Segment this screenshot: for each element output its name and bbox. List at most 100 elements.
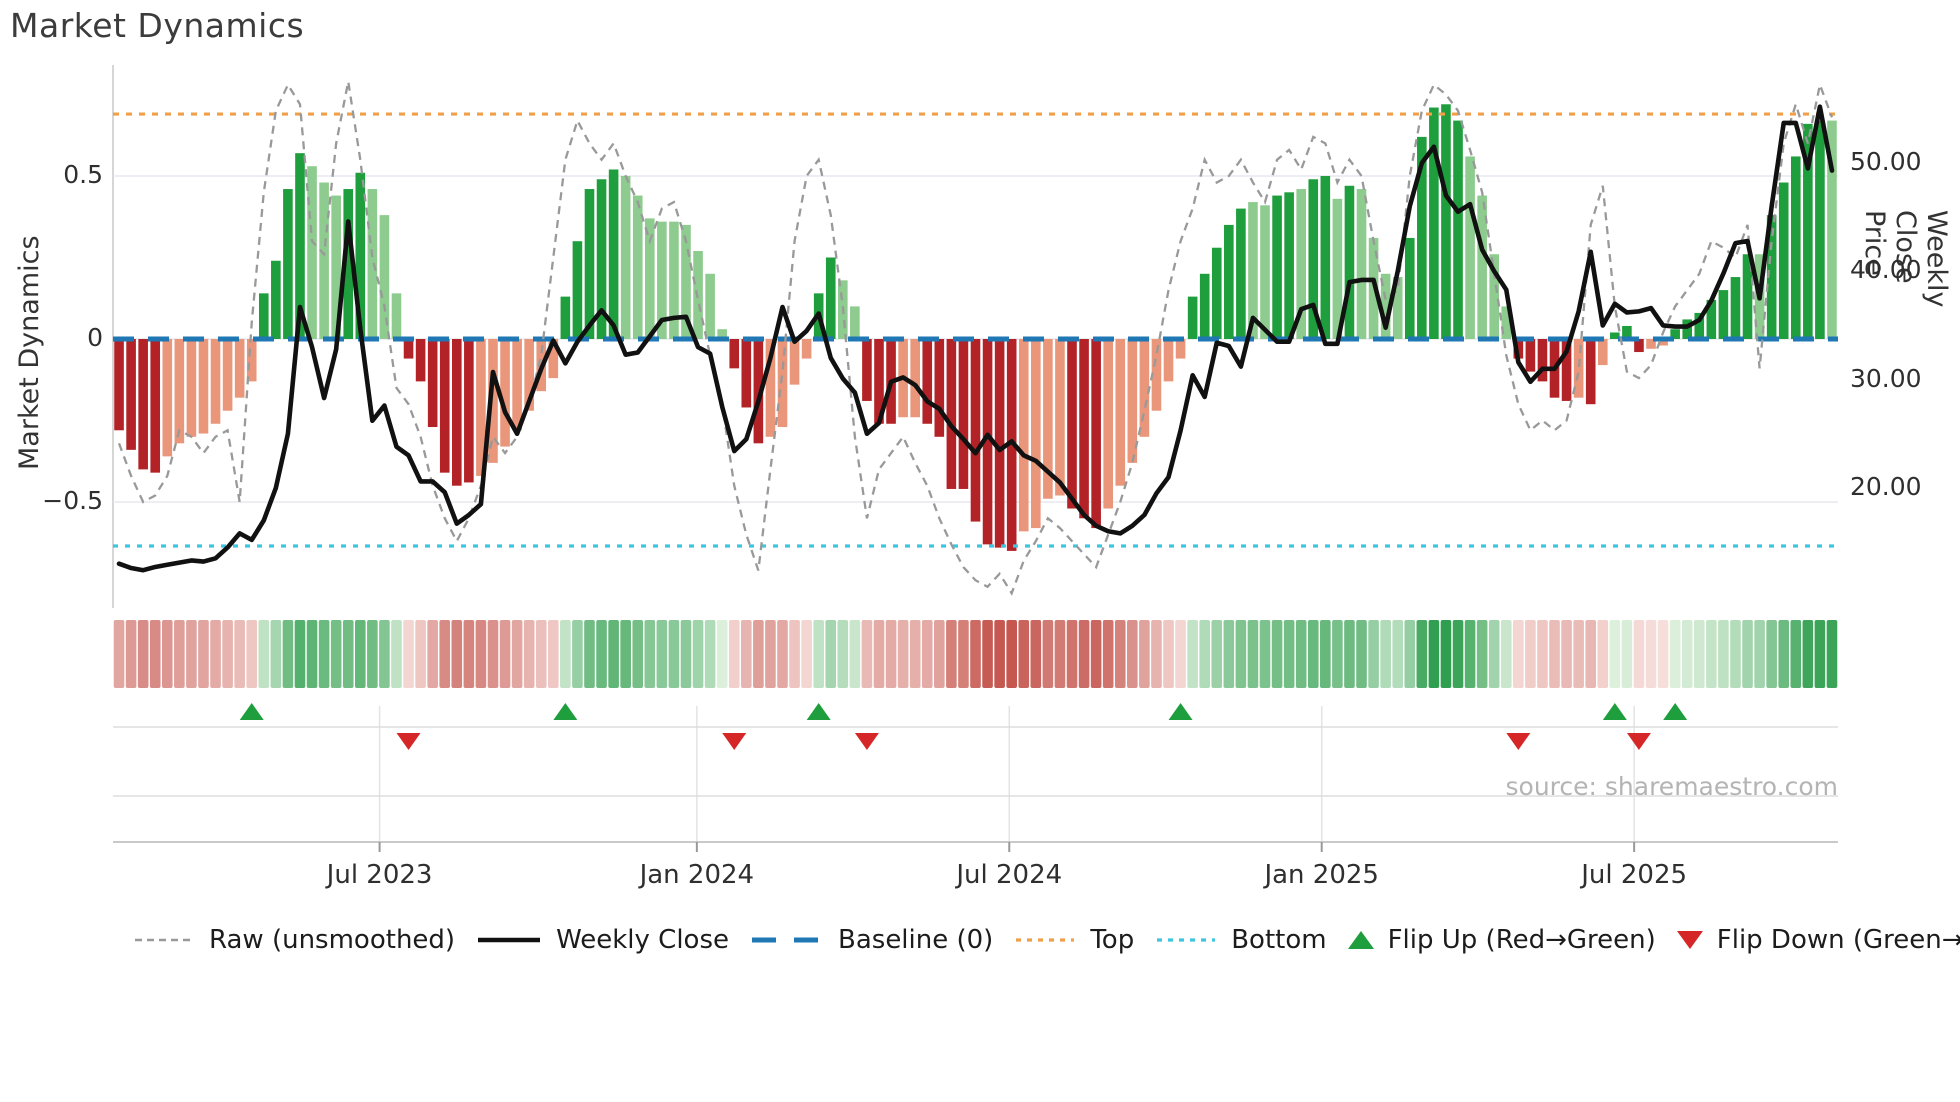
oscillator-bar [1151,339,1162,411]
heatmap-cell [475,620,487,688]
heatmap-cell [620,620,631,688]
flip-down-icon [1676,931,1703,949]
oscillator-bar [632,195,643,339]
oscillator-bar [1477,195,1487,339]
heatmap-cell [511,620,523,688]
heatmap-cell [463,620,475,688]
oscillator-bar [1501,306,1512,339]
oscillator-bar [1296,189,1306,339]
oscillator-bar [1790,156,1801,339]
heatmap-cell [1488,620,1500,688]
oscillator-bar [391,293,402,339]
heatmap-cell [113,620,125,688]
oscillator-bar [1392,277,1403,339]
heatmap-cell [270,620,282,688]
oscillator-bar [1730,277,1741,339]
oscillator-bar [319,182,329,339]
heatmap-cell [1573,620,1584,688]
x-axis-tick-label: Jul 2025 [1581,860,1688,890]
heatmap-cell [1537,620,1548,688]
oscillator-bar [1622,325,1632,339]
heatmap-cell [970,620,981,688]
oscillator-bar [1453,120,1463,339]
raw-line-icon [135,938,193,942]
oscillator-bar [343,189,354,339]
heatmap-cell [306,620,318,688]
heatmap-cell [1742,620,1753,688]
heatmap-cell [1332,620,1343,688]
heatmap-cell [125,620,137,688]
heatmap-cell [1307,620,1319,688]
oscillator-bar [729,339,740,369]
oscillator-bar [1224,224,1234,339]
oscillator-bar [1561,339,1572,401]
heatmap-cell [1344,620,1355,688]
oscillator-bar [1441,104,1451,339]
heatmap-cell [523,620,535,688]
oscillator-bar [1103,339,1113,509]
heatmap-cell [982,620,993,688]
oscillator-bar [1380,273,1391,339]
oscillator-bar [608,169,619,339]
heatmap-cell [318,620,330,688]
heatmap-cell [1102,620,1114,688]
oscillator-bar [1006,339,1017,551]
heatmap-cell [354,620,366,688]
oscillator-bar [1682,319,1693,339]
heatmap-cell [1404,620,1416,688]
oscillator-bar [717,329,727,339]
oscillator-bar [1248,202,1258,339]
heatmap-cell [897,620,909,688]
heatmap-cell [1525,620,1536,688]
oscillator-bar [548,339,559,379]
heatmap-cell [946,620,957,688]
heatmap-cell [1127,620,1138,688]
heatmap-cell [596,620,607,688]
weekly-close-line-icon [478,937,541,943]
oscillator-bar [162,339,173,457]
oscillator-bar [415,339,426,382]
heatmap-cell [1476,620,1488,688]
heatmap-cell [572,620,583,688]
heatmap-cell [1030,620,1042,688]
heatmap-cell [837,620,849,688]
flip-up-marker [806,703,831,720]
heatmap-cell [391,620,402,688]
oscillator-bar [958,339,969,489]
heatmap-cell [1790,620,1802,688]
heatmap-cell [258,620,270,688]
heatmap-cell [994,620,1005,688]
oscillator-bar [910,339,920,418]
chart-legend: Raw (unsmoothed) Weekly Close Baseline (… [133,925,1960,955]
heatmap-cell [1151,620,1162,688]
heatmap-cell [1066,620,1078,688]
oscillator-bar [1827,120,1837,339]
flip-down-marker [722,733,747,750]
oscillator-bar [1043,339,1053,499]
heatmap-cell [1078,620,1090,688]
oscillator-bar [1344,185,1355,339]
heatmap-cell [1561,620,1572,688]
legend-item-flip-up: Flip Up (Red→Green) [1347,925,1656,955]
oscillator-bar [922,339,933,424]
oscillator-bar [1079,339,1089,519]
oscillator-bar [1585,339,1596,405]
heatmap-cell [439,620,451,688]
left-axis-tick-label: 0.5 [63,160,103,189]
oscillator-bar [427,339,438,428]
oscillator-bar [982,339,993,545]
heatmap-cell [716,620,728,688]
oscillator-bar [1417,136,1427,339]
heatmap-cell [210,620,221,688]
oscillator-bar [246,339,257,382]
flip-down-marker [396,733,421,750]
heatmap-cell [1223,620,1235,688]
oscillator-bar [970,339,981,522]
heatmap-cell [174,620,185,688]
legend-label: Flip Up (Red→Green) [1387,925,1656,955]
oscillator-bar [1706,299,1717,339]
heatmap-cell [487,620,499,688]
x-axis-tick-label: Jul 2024 [956,860,1063,890]
oscillator-bar [295,153,305,339]
